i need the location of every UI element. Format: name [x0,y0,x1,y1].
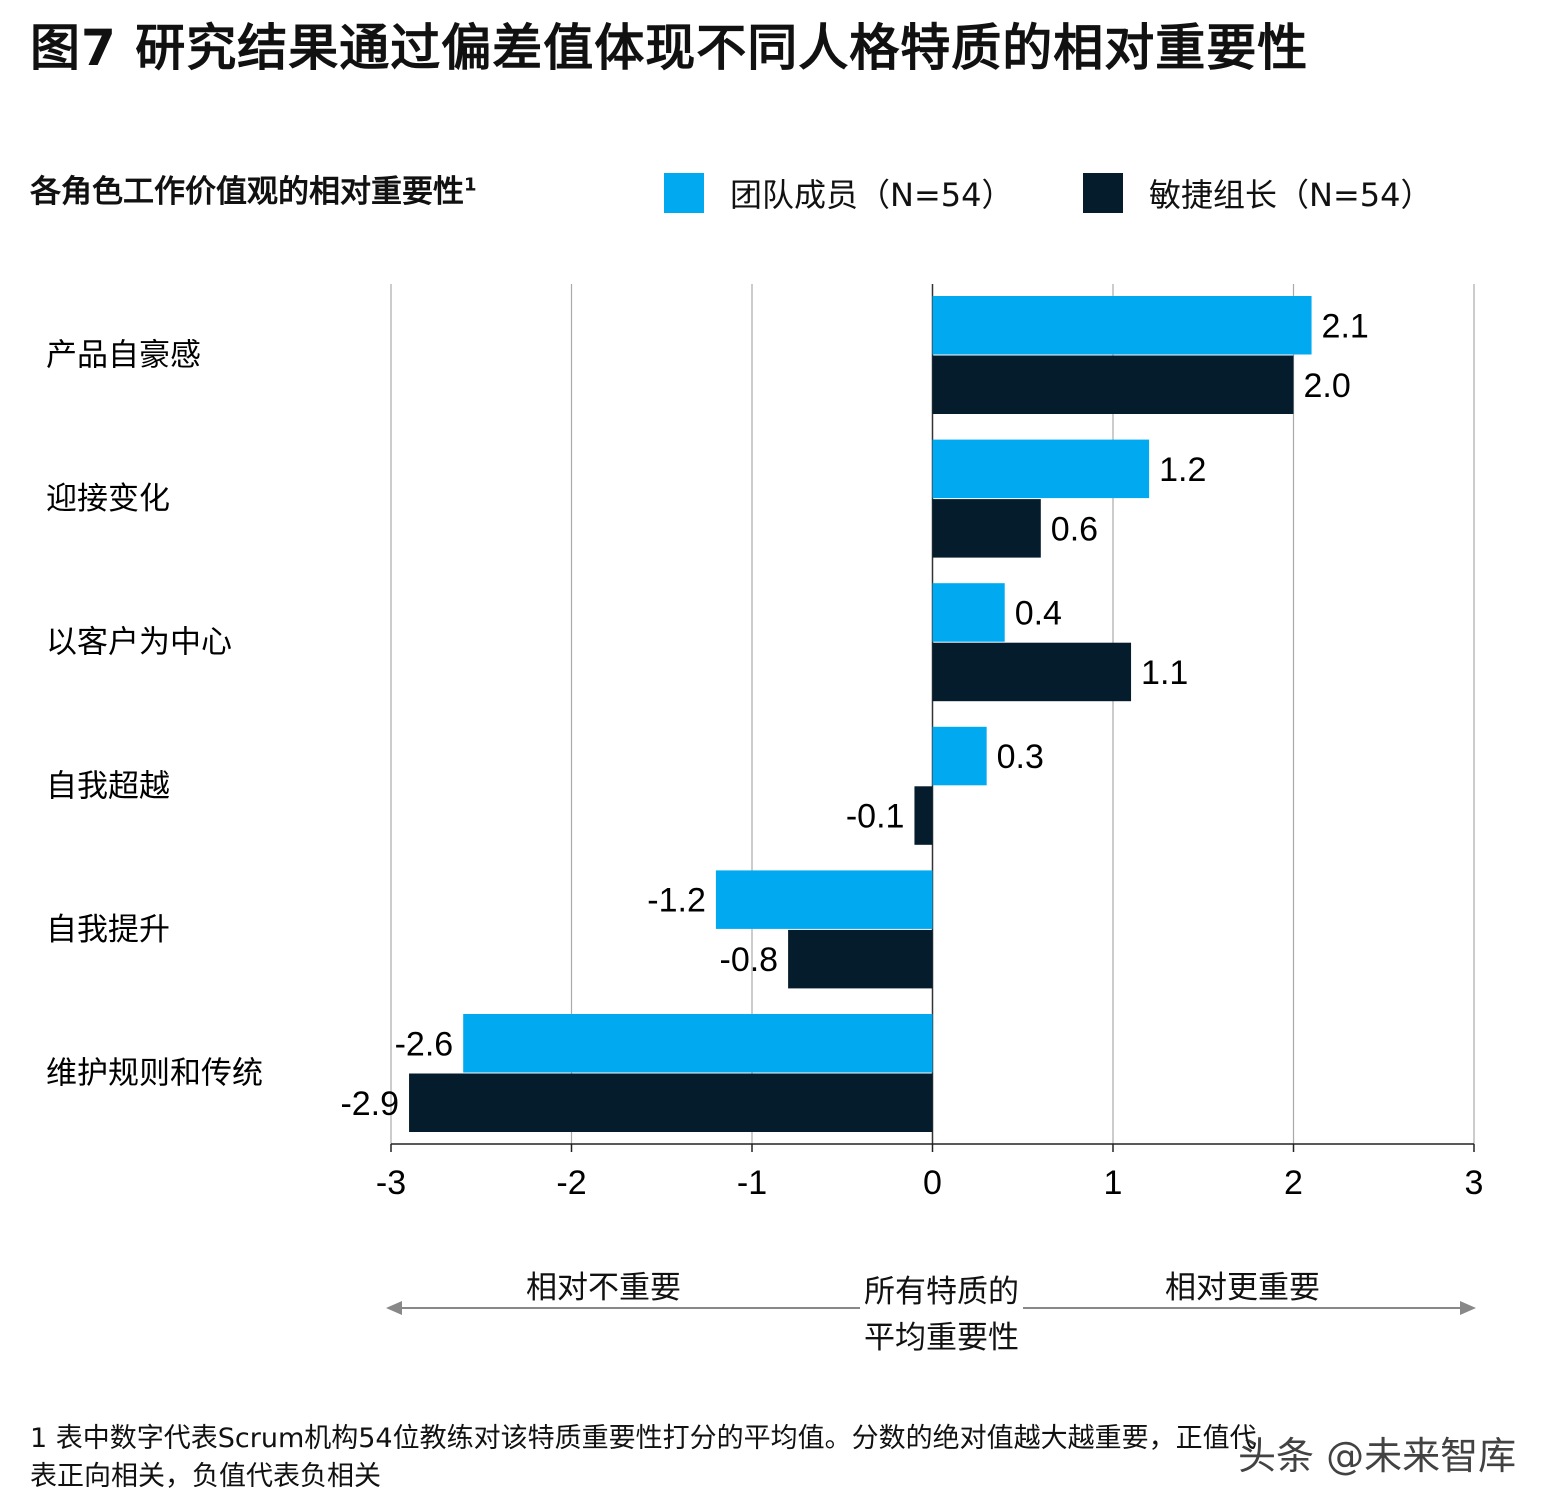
annotation-average-line2: 平均重要性 [860,1312,1023,1357]
bar-team [932,439,1150,499]
legend-item-lead: 敏捷组长（N=54） [1083,170,1432,216]
legend-swatch-lead [1083,173,1123,213]
data-label: 1.2 [1159,451,1206,489]
x-tick-label: -2 [556,1164,586,1202]
bar-team [715,870,933,929]
bar-team [932,726,987,786]
bar-team [932,296,1312,355]
annotation-more-important: 相对更重要 [1165,1262,1320,1307]
data-label: 0.4 [1015,594,1062,632]
x-tick-label: 0 [923,1164,942,1202]
category-label: 自我超越 [46,768,170,804]
legend-swatch-team [664,173,704,213]
footnote-marker: 1 [464,174,477,196]
bar-lead [788,929,933,989]
bar-lead [932,499,1041,558]
chart-title-text: 各角色工作价值观的相对重要性 [30,174,464,210]
legend-label-team: 团队成员（N=54） [730,176,1014,214]
data-label: -2.9 [340,1085,399,1123]
bar-lead [932,355,1294,414]
bar-lead [409,1073,933,1132]
bar-lead [932,642,1132,702]
footnote: 1 表中数字代表Scrum机构54位教练对该特质重要性打分的平均值。分数的绝对值… [30,1420,1530,1496]
data-label: -0.1 [846,798,905,836]
data-label: 1.1 [1141,654,1188,692]
data-label: -0.8 [720,941,779,979]
data-label: 0.6 [1051,510,1098,548]
arrow-right-icon [1460,1301,1476,1315]
data-label: 0.3 [997,738,1044,776]
bar-team [463,1014,933,1073]
x-tick-label: 1 [1104,1164,1123,1202]
category-label: 迎接变化 [46,481,170,517]
annotation-less-important: 相对不重要 [526,1262,681,1307]
data-label: 2.1 [1322,307,1369,345]
legend-item-team: 团队成员（N=54） [664,170,1013,216]
category-label: 产品自豪感 [46,338,201,374]
category-label: 以客户为中心 [46,625,232,661]
category-label: 自我提升 [46,912,170,948]
x-tick-label: 3 [1465,1164,1484,1202]
data-label: 2.0 [1304,367,1351,405]
x-tick-label: -1 [737,1164,767,1202]
footnote-line2: 表正向相关，负值代表负相关 [30,1461,381,1492]
arrow-left-icon [386,1301,402,1315]
annotation-average-line1: 所有特质的 [860,1266,1023,1311]
footnote-line1: 1 表中数字代表Scrum机构54位教练对该特质重要性打分的平均值。分数的绝对值… [30,1423,1257,1454]
data-label: -2.6 [395,1025,454,1063]
bar-team [932,583,1005,642]
x-tick-label: 2 [1284,1164,1303,1202]
legend-label-lead: 敏捷组长（N=54） [1149,176,1433,214]
x-tick-label: -3 [376,1164,406,1202]
category-label: 维护规则和传统 [46,1056,263,1092]
data-label: -1.2 [647,882,706,920]
bar-lead [914,786,933,845]
watermark: 头条 @未来智库 [1238,1434,1517,1478]
chart-title: 各角色工作价值观的相对重要性1 [30,166,477,211]
figure-title: 图7 研究结果通过偏差值体现不同人格特质的相对重要性 [30,19,1309,77]
